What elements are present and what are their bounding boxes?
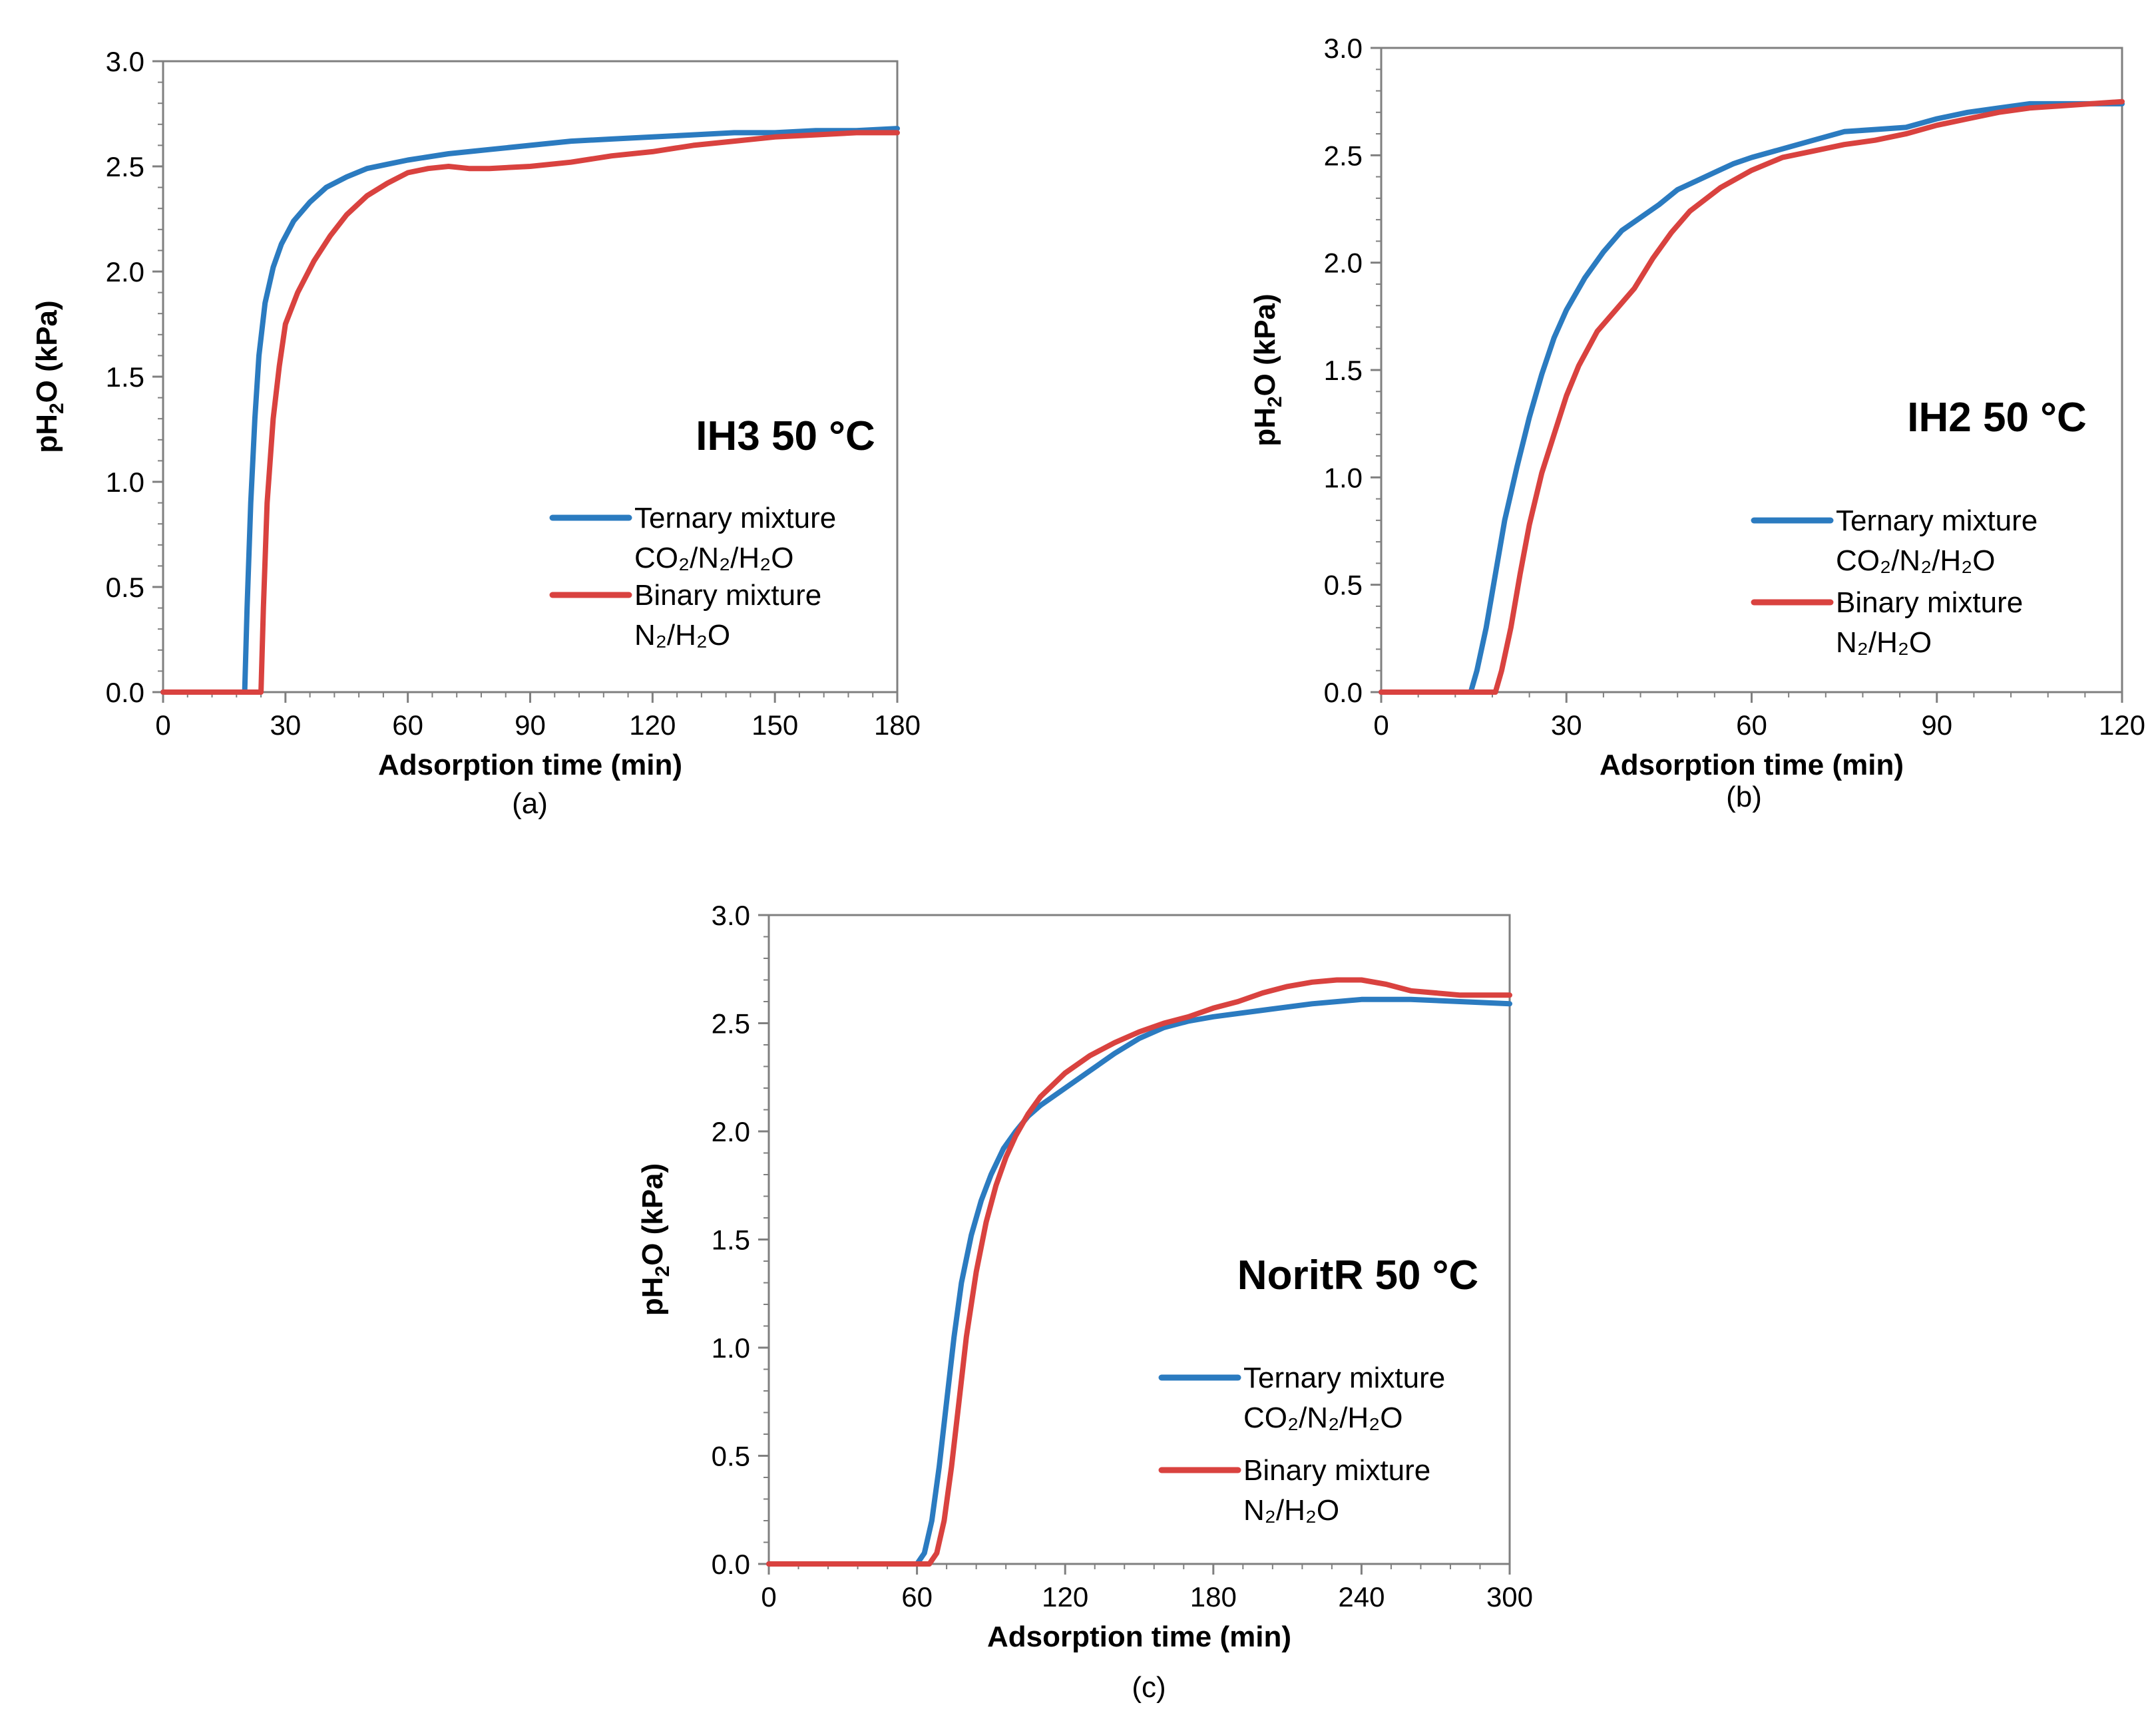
x-tick-label: 90 (515, 709, 546, 741)
chart-panel-a: 0.0 0.5 1.0 1.5 2.0 2.5 3.0 0 30 60 90 120 150 180 Ads… (31, 46, 921, 820)
y-tick-label: 2.5 (106, 151, 144, 182)
y-tick-label: 1.5 (712, 1225, 750, 1256)
y-axis-title-subscript: 2 (1264, 396, 1286, 407)
y-axis-title-part: O (kPa) (636, 1163, 669, 1266)
y-axis-title-part: O (kPa) (1249, 293, 1281, 396)
subfigure-label: (c) (1132, 1671, 1166, 1704)
y-axis-title-subscript: 2 (652, 1266, 674, 1277)
y-tick-label: 0.0 (106, 677, 144, 708)
ternary-series-line (160, 126, 900, 695)
legend-sublabel: CO₂/N₂/H₂O (634, 542, 793, 574)
x-axis-title: Adsorption time (min) (1600, 749, 1904, 781)
x-tick-label: 0 (761, 1581, 776, 1613)
y-tick-label: 0.0 (712, 1549, 750, 1580)
x-tick-label: 90 (1921, 709, 1952, 741)
ternary-series-line (766, 996, 1512, 1567)
y-tick-label: 1.5 (106, 361, 144, 393)
legend-sublabel: N₂/H₂O (634, 619, 730, 652)
x-tick-label: 180 (1190, 1581, 1237, 1613)
x-axis-title: Adsorption time (min) (378, 749, 682, 781)
binary-series-line (766, 977, 1512, 1567)
x-tick-label: 240 (1338, 1581, 1385, 1613)
x-tick-label: 60 (901, 1581, 933, 1613)
legend-sublabel: CO₂/N₂/H₂O (1836, 544, 1995, 577)
ternary-series-line (1379, 100, 2125, 695)
y-tick-label: 1.0 (712, 1332, 750, 1364)
x-tick-label: 120 (629, 709, 676, 741)
x-tick-label: 60 (392, 709, 423, 741)
chart-panel-c: 0.0 0.5 1.0 1.5 2.0 2.5 3.0 0 60 120 180 240 300 Adso… (636, 900, 1533, 1704)
y-axis-title-part: O (kPa) (31, 300, 63, 403)
x-tick-label: 150 (752, 709, 798, 741)
legend-sublabel: CO₂/N₂/H₂O (1243, 1402, 1402, 1434)
y-tick-label: 2.5 (712, 1008, 750, 1040)
legend-label: Ternary mixture (1243, 1362, 1445, 1394)
legend-label: Binary mixture (1836, 586, 2023, 619)
y-axis-title: pH2O (kPa) (636, 1163, 674, 1316)
y-axis-title-part: pH (636, 1277, 669, 1316)
panel-title: NoritR 50 °C (1237, 1252, 1478, 1298)
legend-sublabel: N₂/H₂O (1836, 626, 1932, 659)
x-tick-label: 0 (1373, 709, 1389, 741)
x-tick-label: 60 (1736, 709, 1767, 741)
legend-label: Ternary mixture (634, 502, 836, 534)
y-axis-title-part: pH (1249, 407, 1281, 447)
legend-label: Binary mixture (1243, 1454, 1430, 1487)
legend-label: Binary mixture (634, 579, 821, 612)
x-tick-label: 120 (1042, 1581, 1088, 1613)
y-tick-label: 2.0 (712, 1116, 750, 1147)
legend-label: Ternary mixture (1836, 504, 2038, 537)
y-tick-label: 2.0 (1324, 248, 1363, 279)
y-tick-label: 3.0 (712, 900, 750, 931)
x-axis-title: Adsorption time (min) (987, 1621, 1291, 1653)
y-axis-title-part: pH (31, 414, 63, 453)
x-tick-label: 30 (270, 709, 301, 741)
binary-series-line (1379, 98, 2125, 695)
panel-title: IH2 50 °C (1907, 395, 2086, 441)
subfigure-label: (a) (512, 787, 548, 820)
y-axis-title: pH2O (kPa) (1249, 293, 1286, 446)
panel-title: IH3 50 °C (696, 413, 875, 459)
x-tick-label: 0 (155, 709, 170, 741)
legend-sublabel: N₂/H₂O (1243, 1494, 1339, 1527)
x-tick-label: 300 (1486, 1581, 1533, 1613)
y-tick-label: 0.0 (1324, 677, 1363, 708)
y-tick-label: 0.5 (1324, 570, 1363, 601)
y-tick-label: 3.0 (106, 46, 144, 77)
y-axis-title-subscript: 2 (46, 403, 68, 414)
y-tick-label: 3.0 (1324, 33, 1363, 64)
x-tick-label: 30 (1551, 709, 1582, 741)
chart-panel-b: 0.0 0.5 1.0 1.5 2.0 2.5 3.0 0 30 60 90 120 Adsorptio… (1249, 33, 2145, 813)
subfigure-label: (b) (1726, 781, 1762, 813)
x-tick-label: 180 (874, 709, 921, 741)
x-tick-label: 120 (2099, 709, 2145, 741)
y-tick-label: 0.5 (106, 572, 144, 603)
y-tick-label: 1.0 (106, 467, 144, 498)
y-tick-label: 1.5 (1324, 355, 1363, 386)
y-tick-label: 0.5 (712, 1441, 750, 1472)
binary-series-line (160, 130, 900, 695)
y-tick-label: 1.0 (1324, 462, 1363, 493)
y-tick-label: 2.0 (106, 256, 144, 287)
y-tick-label: 2.5 (1324, 140, 1363, 171)
y-axis-title: pH2O (kPa) (31, 300, 68, 453)
